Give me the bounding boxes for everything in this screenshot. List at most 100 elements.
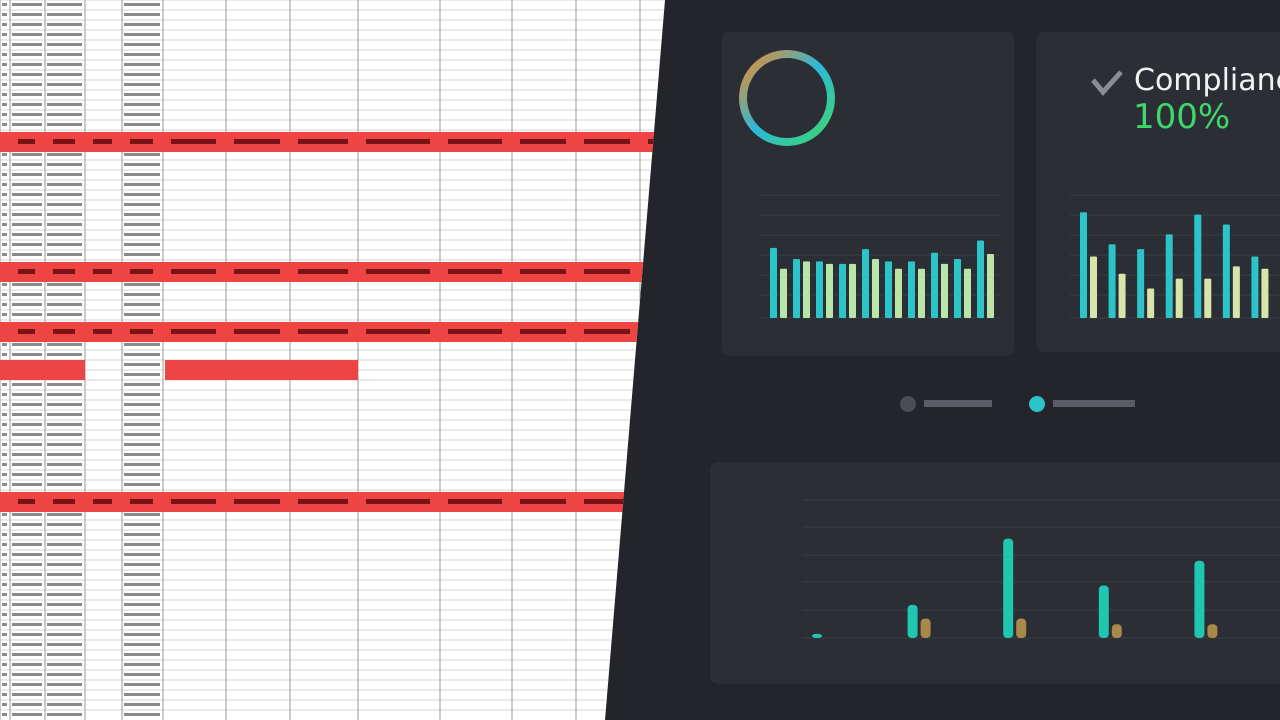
cell-text-placeholder <box>2 533 7 536</box>
cell-text-placeholder <box>124 453 160 456</box>
cell-text-placeholder <box>2 243 7 246</box>
cell-text-placeholder <box>124 593 160 596</box>
cell-text-placeholder <box>124 193 160 196</box>
cell-text-placeholder <box>124 13 160 16</box>
cell-text-placeholder <box>2 473 7 476</box>
bar <box>1251 256 1259 318</box>
cell-text-placeholder <box>2 423 7 426</box>
cell-text-placeholder <box>124 313 160 316</box>
cell-text-placeholder <box>234 139 280 144</box>
cell-text-placeholder <box>47 703 82 706</box>
cell-text-placeholder <box>448 269 502 274</box>
cell-text-placeholder <box>47 553 82 556</box>
cell-text-placeholder <box>448 329 502 334</box>
cell-text-placeholder <box>93 499 112 504</box>
cell-text-placeholder <box>47 543 82 546</box>
cell-text-placeholder <box>47 563 82 566</box>
cell-text-placeholder <box>124 583 160 586</box>
bar <box>920 618 931 638</box>
cell-text-placeholder <box>2 353 7 356</box>
cell-text-placeholder <box>12 703 42 706</box>
bar <box>816 261 823 318</box>
cell-text-placeholder <box>53 329 75 334</box>
cell-text-placeholder <box>93 139 112 144</box>
cell-text-placeholder <box>2 663 7 666</box>
bar <box>918 268 925 318</box>
cell-text-placeholder <box>47 183 82 186</box>
cell-text-placeholder <box>47 523 82 526</box>
donut-ring <box>739 50 835 146</box>
cell-text-placeholder <box>47 283 82 286</box>
cell-text-placeholder <box>2 203 7 206</box>
cell-text-placeholder <box>234 269 280 274</box>
bar <box>954 258 961 318</box>
cell-text-placeholder <box>124 393 160 396</box>
cell-text-placeholder <box>12 93 42 96</box>
cell-text-placeholder <box>12 313 42 316</box>
legend-text-placeholder <box>1053 400 1135 407</box>
cell-text-placeholder <box>2 593 7 596</box>
cell-text-placeholder <box>124 623 160 626</box>
cell-text-placeholder <box>2 113 7 116</box>
cell-text-placeholder <box>124 673 160 676</box>
cell-text-placeholder <box>47 213 82 216</box>
cell-text-placeholder <box>124 173 160 176</box>
cell-text-placeholder <box>2 163 7 166</box>
cell-text-placeholder <box>2 173 7 176</box>
cell-text-placeholder <box>12 613 42 616</box>
cell-text-placeholder <box>12 383 42 386</box>
cell-text-placeholder <box>47 473 82 476</box>
cell-text-placeholder <box>124 663 160 666</box>
cell-text-placeholder <box>12 233 42 236</box>
bar <box>780 268 787 318</box>
cell-text-placeholder <box>12 223 42 226</box>
bar <box>872 258 879 318</box>
cell-text-placeholder <box>234 499 280 504</box>
cell-text-placeholder <box>47 23 82 26</box>
cell-text-placeholder <box>47 513 82 516</box>
cell-text-placeholder <box>124 373 160 376</box>
cell-text-placeholder <box>124 603 160 606</box>
cell-text-placeholder <box>47 63 82 66</box>
cell-text-placeholder <box>12 183 42 186</box>
cell-text-placeholder <box>93 329 112 334</box>
bar <box>1194 560 1205 638</box>
cell-text-placeholder <box>124 693 160 696</box>
cell-text-placeholder <box>47 103 82 106</box>
cell-text-placeholder <box>448 499 502 504</box>
cell-text-placeholder <box>130 269 153 274</box>
cell-text-placeholder <box>12 73 42 76</box>
cell-text-placeholder <box>12 623 42 626</box>
cell-text-placeholder <box>2 453 7 456</box>
cell-text-placeholder <box>47 463 82 466</box>
cell-text-placeholder <box>124 113 160 116</box>
cell-text-placeholder <box>124 3 160 6</box>
cell-text-placeholder <box>12 413 42 416</box>
cell-text-placeholder <box>124 223 160 226</box>
cell-text-placeholder <box>12 693 42 696</box>
cell-text-placeholder <box>2 623 7 626</box>
cell-text-placeholder <box>2 643 7 646</box>
cell-text-placeholder <box>12 563 42 566</box>
spreadsheet <box>0 0 665 720</box>
cell-text-placeholder <box>2 443 7 446</box>
cell-text-placeholder <box>448 139 502 144</box>
cell-text-placeholder <box>124 383 160 386</box>
cell-text-placeholder <box>47 93 82 96</box>
cell-text-placeholder <box>124 73 160 76</box>
cell-text-placeholder <box>12 393 42 396</box>
cell-text-placeholder <box>47 163 82 166</box>
cell-text-placeholder <box>124 473 160 476</box>
cell-text-placeholder <box>124 253 160 256</box>
cell-text-placeholder <box>47 663 82 666</box>
cell-text-placeholder <box>47 653 82 656</box>
cell-text-placeholder <box>12 163 42 166</box>
cell-text-placeholder <box>366 499 430 504</box>
cell-text-placeholder <box>12 123 42 126</box>
cell-text-placeholder <box>12 443 42 446</box>
cell-text-placeholder <box>520 329 566 334</box>
bar <box>1232 266 1240 318</box>
cell-text-placeholder <box>12 33 42 36</box>
bar <box>1207 624 1218 638</box>
